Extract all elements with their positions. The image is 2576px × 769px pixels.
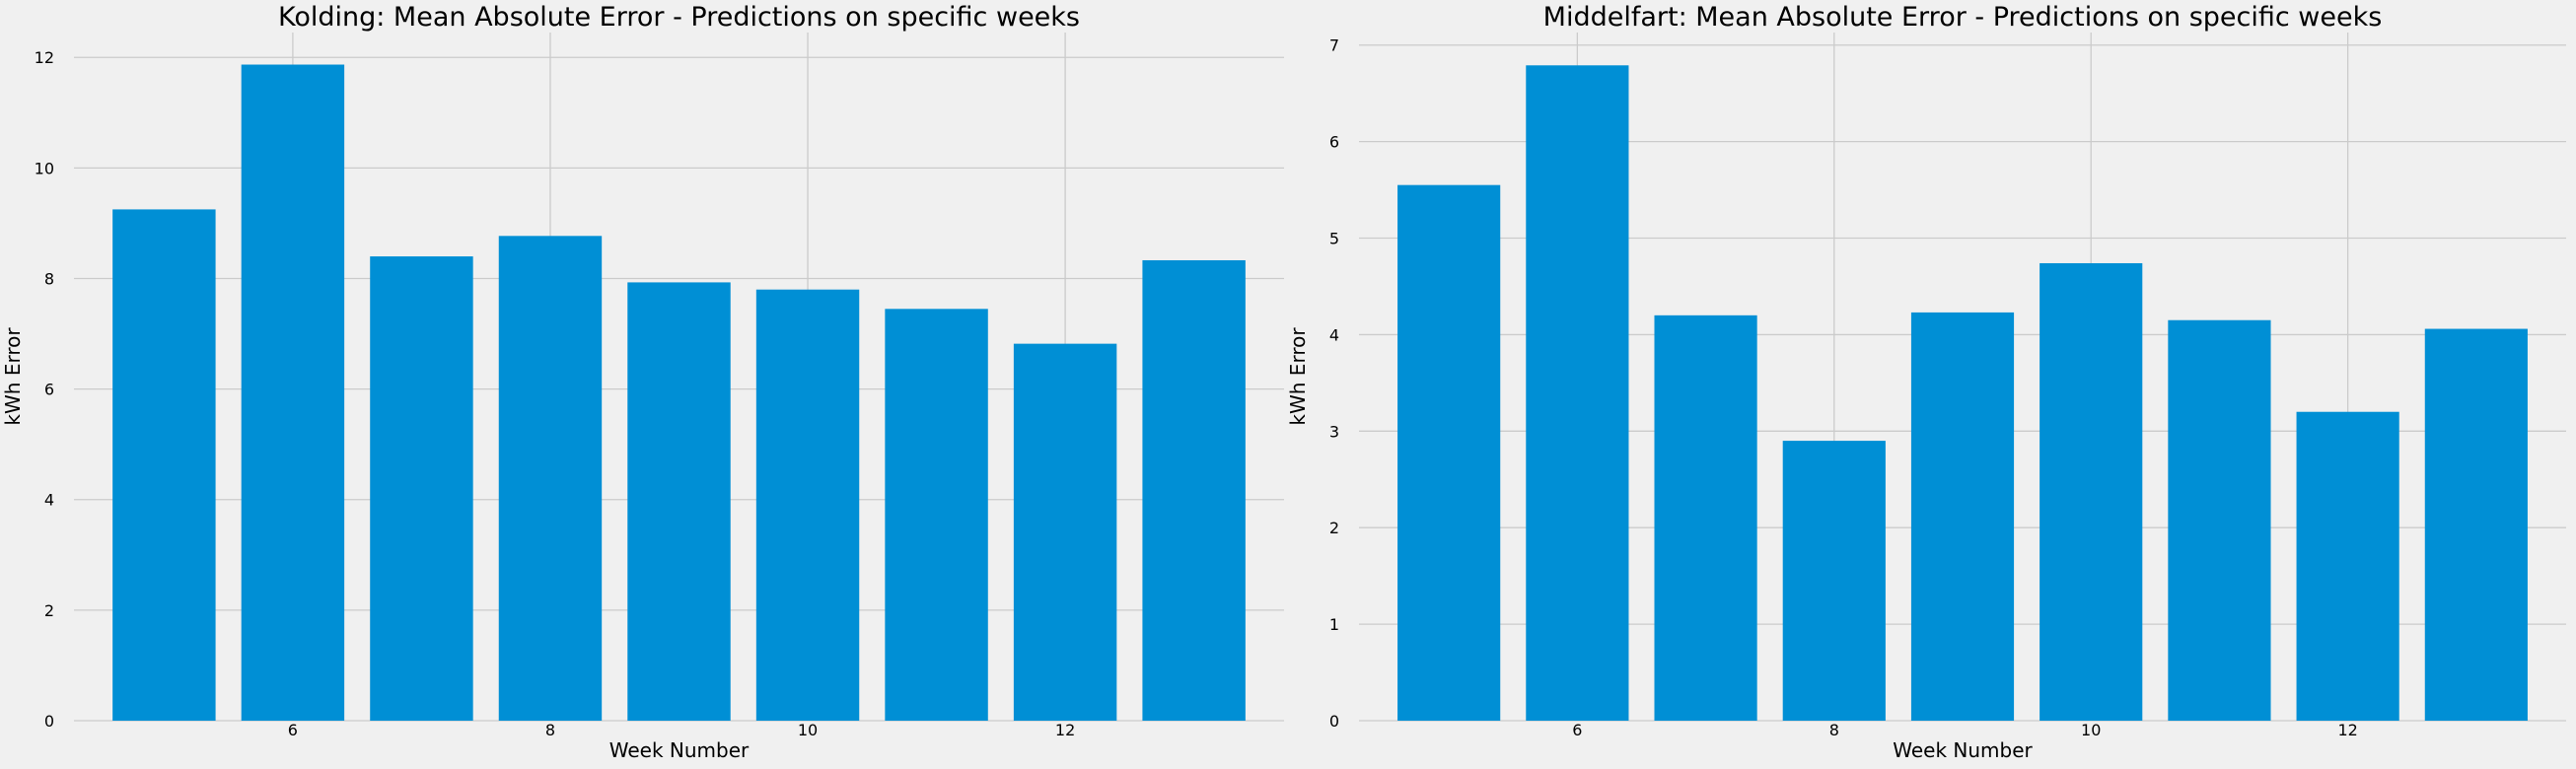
y-tick-label: 10 bbox=[35, 159, 54, 177]
y-axis-label: kWh Error bbox=[1286, 327, 1310, 426]
chart-1: 0 2 4 6 8 10 12 6 8 10 12 Kolding: Mean Absolute Er… bbox=[1, 2, 1284, 762]
bar-week-13 bbox=[2424, 328, 2528, 721]
bar-week-11 bbox=[2168, 319, 2271, 721]
y-tick-label: 4 bbox=[1329, 325, 1339, 344]
bar-week-6 bbox=[241, 64, 345, 721]
bar-week-12 bbox=[1013, 343, 1117, 721]
y-axis-label: kWh Error bbox=[1, 327, 25, 426]
bar-week-10 bbox=[2039, 262, 2143, 721]
y-tick-label: 4 bbox=[44, 491, 54, 510]
y-tick-label: 1 bbox=[1329, 615, 1339, 634]
bar-week-8 bbox=[1782, 441, 1886, 721]
x-axis-label: Week Number bbox=[1893, 738, 2033, 762]
chart-title: Middelfart: Mean Absolute Error - Predic… bbox=[1543, 2, 2383, 33]
y-tick-label: 8 bbox=[44, 269, 54, 288]
bar-week-5 bbox=[1397, 184, 1501, 721]
x-tick-label: 6 bbox=[288, 721, 298, 739]
x-axis-label: Week Number bbox=[609, 738, 750, 762]
bar-week-9 bbox=[1910, 312, 2015, 721]
x-tick-label: 10 bbox=[2081, 721, 2101, 739]
y-tick-label: 6 bbox=[44, 381, 54, 399]
y-tick-label: 0 bbox=[1329, 712, 1339, 731]
bar-week-10 bbox=[755, 289, 860, 721]
x-tick-label: 10 bbox=[798, 721, 818, 739]
y-tick-label: 0 bbox=[44, 712, 54, 731]
x-tick-label: 12 bbox=[2337, 721, 2357, 739]
y-tick-label: 7 bbox=[1329, 36, 1339, 55]
x-tick-label: 8 bbox=[545, 721, 555, 739]
bar-week-5 bbox=[112, 209, 216, 721]
bar-week-7 bbox=[370, 256, 473, 721]
bar-week-11 bbox=[885, 309, 988, 721]
x-tick-label: 6 bbox=[1572, 721, 1582, 739]
y-tick-label: 5 bbox=[1329, 230, 1339, 248]
chart-title: Kolding: Mean Absolute Error - Predictio… bbox=[278, 2, 1080, 33]
bar-week-9 bbox=[627, 282, 731, 721]
x-tick-label: 12 bbox=[1055, 721, 1075, 739]
bar-week-12 bbox=[2296, 411, 2399, 721]
y-tick-label: 6 bbox=[1329, 133, 1339, 152]
bar-week-7 bbox=[1654, 315, 1757, 721]
bar-week-6 bbox=[1526, 65, 1629, 721]
bars bbox=[112, 64, 1246, 721]
bar-week-8 bbox=[498, 236, 603, 721]
y-tick-label: 3 bbox=[1329, 422, 1339, 441]
x-tick-label: 8 bbox=[1829, 721, 1839, 739]
y-tick-label: 2 bbox=[1329, 519, 1339, 537]
bar-week-13 bbox=[1142, 259, 1246, 721]
y-tick-label: 12 bbox=[35, 48, 54, 67]
bars bbox=[1397, 65, 2528, 721]
y-tick-label: 2 bbox=[44, 601, 54, 620]
